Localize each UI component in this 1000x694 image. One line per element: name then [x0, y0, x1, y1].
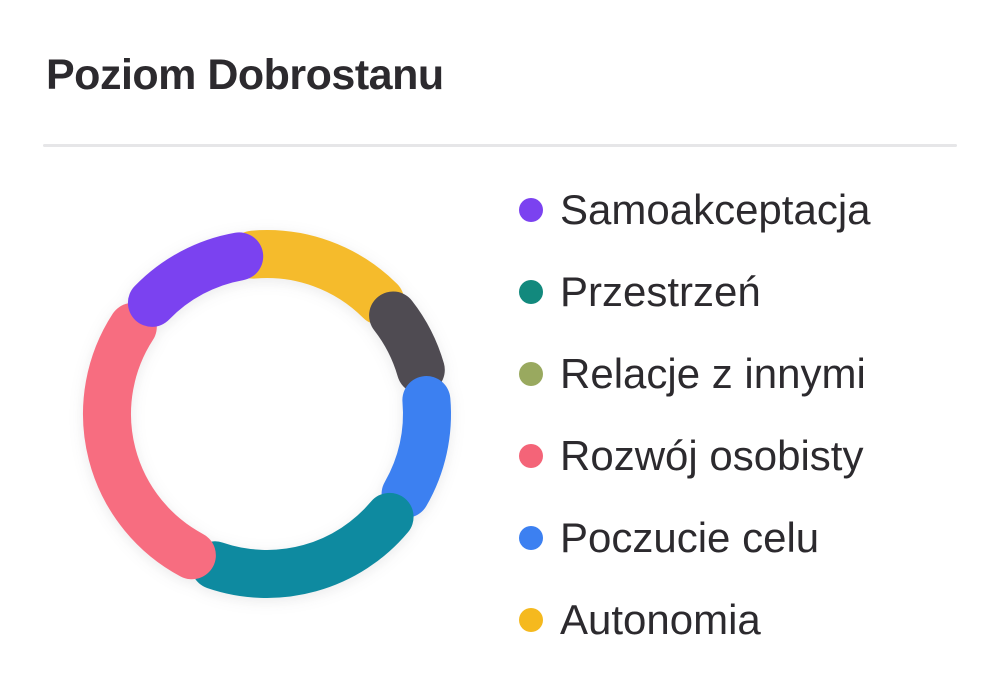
legend-color-dot [519, 362, 543, 386]
divider [43, 144, 957, 147]
donut-segment-samoakceptacja [127, 232, 264, 327]
page-title: Poziom Dobrostanu [46, 51, 444, 99]
legend-label: Autonomia [560, 596, 761, 643]
legend-item-rozwoj-osobisty: Rozwój osobisty [519, 415, 871, 497]
donut-segment-rozwoj-osobisty [83, 302, 216, 580]
legend-label: Relacje z innymi [560, 350, 866, 397]
legend-label: Samoakceptacja [560, 186, 871, 233]
donut-segment-poczucie-celu [381, 376, 451, 518]
legend-color-dot [519, 198, 543, 222]
legend-label: Przestrzeń [560, 268, 761, 315]
legend-item-przestrzen: Przestrzeń [519, 251, 871, 333]
donut-segment-przestrzen [190, 492, 414, 598]
donut-segment-autonomia [229, 230, 405, 325]
legend-label: Poczucie celu [560, 514, 820, 561]
legend-item-autonomia: Autonomia [519, 579, 871, 661]
donut-segment-relacje-z-innymi [369, 291, 445, 394]
legend: Samoakceptacja Przestrzeń Relacje z innymi… [519, 169, 871, 661]
legend-color-dot [519, 444, 543, 468]
legend-label: Rozwój osobisty [560, 432, 864, 479]
legend-item-relacje-z-innymi: Relacje z innymi [519, 333, 871, 415]
legend-color-dot [519, 526, 543, 550]
legend-color-dot [519, 280, 543, 304]
legend-item-poczucie-celu: Poczucie celu [519, 497, 871, 579]
wellbeing-donut-chart [83, 230, 451, 598]
legend-color-dot [519, 608, 543, 632]
legend-item-samoakceptacja: Samoakceptacja [519, 169, 871, 251]
